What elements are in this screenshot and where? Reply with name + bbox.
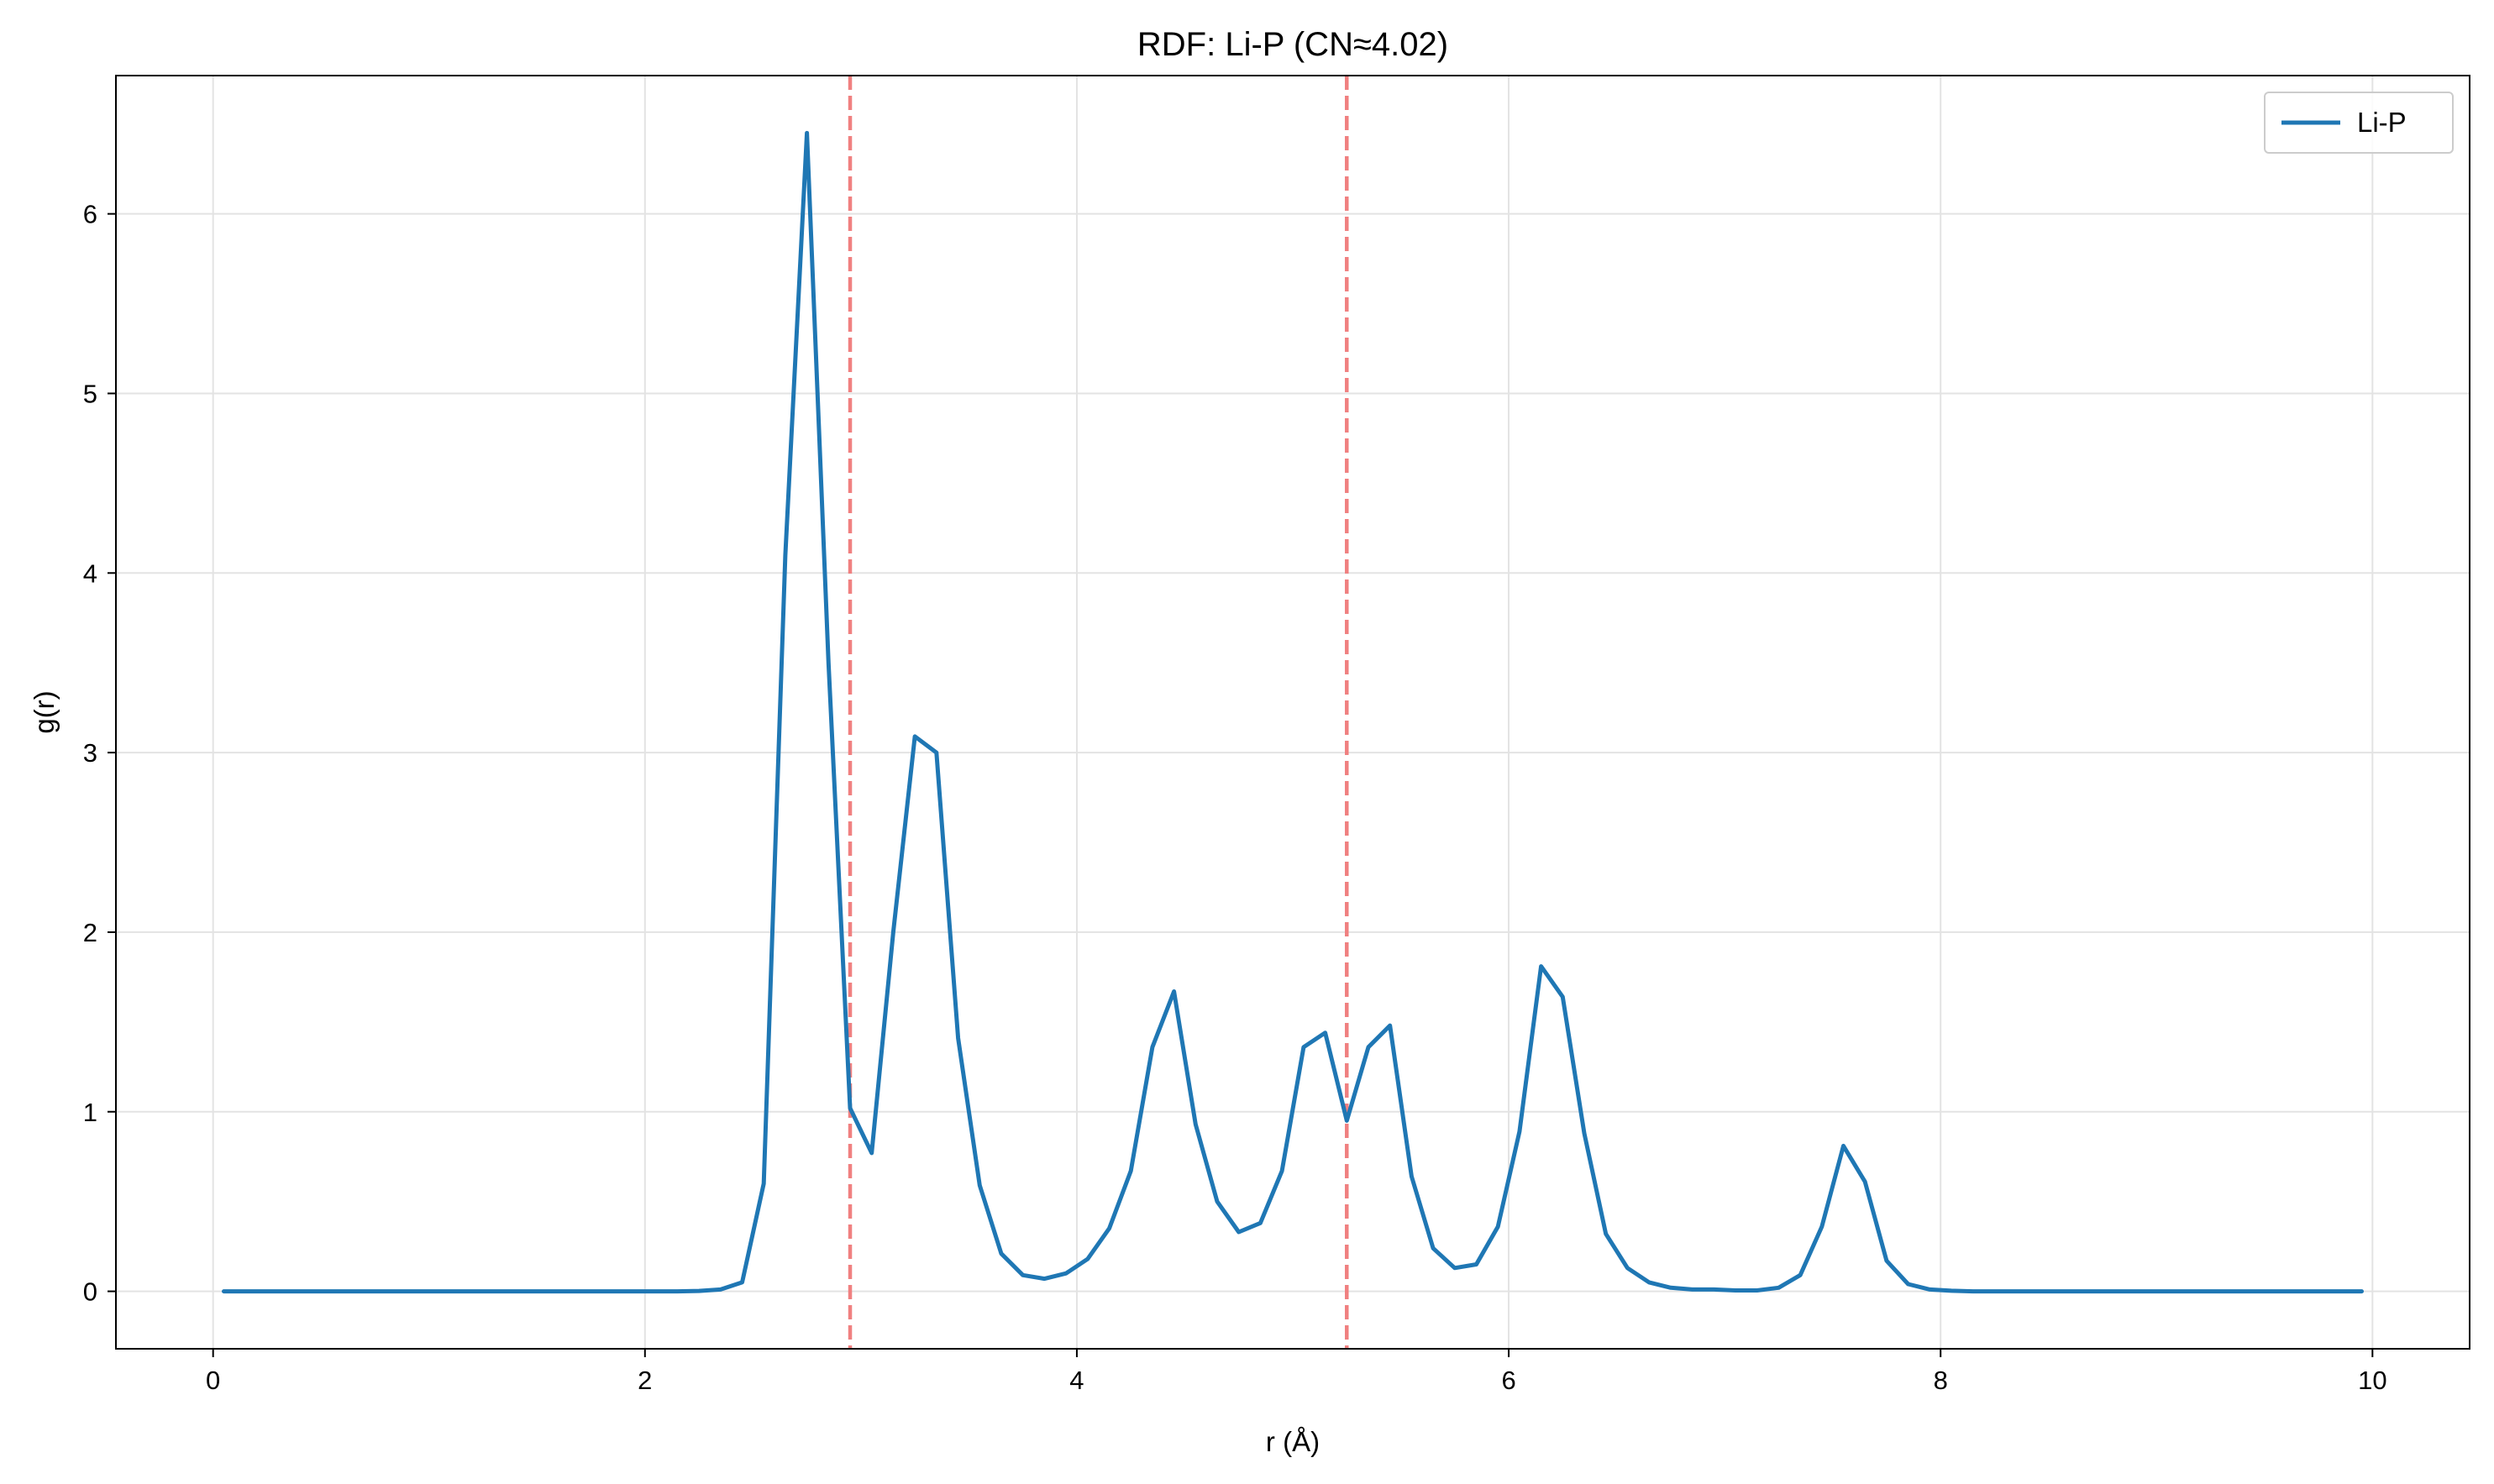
reference-lines — [848, 76, 1349, 1349]
x-tick-label: 8 — [1934, 1366, 1948, 1395]
legend-box — [2264, 92, 2454, 154]
y-axis-label: g(r) — [29, 690, 60, 733]
series-line-li-p — [222, 130, 2364, 1294]
plot-frame — [115, 75, 2470, 1350]
series-layer — [222, 130, 2364, 1294]
legend: Li-P — [2264, 92, 2454, 154]
x-axis-label: r (Å) — [1266, 1426, 1320, 1457]
y-tick-label: 2 — [83, 918, 97, 947]
y-axis-ticks: 0 1 2 3 4 5 6 — [83, 200, 116, 1307]
x-tick-label: 2 — [638, 1366, 652, 1395]
y-tick-label: 4 — [83, 558, 97, 588]
y-tick-label: 5 — [83, 379, 97, 408]
y-tick-label: 6 — [83, 200, 97, 229]
x-tick-label: 0 — [206, 1366, 220, 1395]
grid-lines — [116, 76, 2470, 1349]
x-axis-ticks: 0 2 4 6 8 10 — [206, 1349, 2387, 1395]
y-tick-label: 1 — [83, 1098, 97, 1127]
x-tick-label: 10 — [2358, 1366, 2386, 1395]
x-tick-label: 6 — [1501, 1366, 1515, 1395]
chart-title: RDF: Li-P (CN≈4.02) — [1137, 26, 1448, 63]
y-tick-label: 3 — [83, 738, 97, 768]
y-tick-label: 0 — [83, 1277, 97, 1307]
x-tick-label: 4 — [1069, 1366, 1084, 1395]
legend-entry-li-p: Li-P — [2357, 107, 2407, 138]
